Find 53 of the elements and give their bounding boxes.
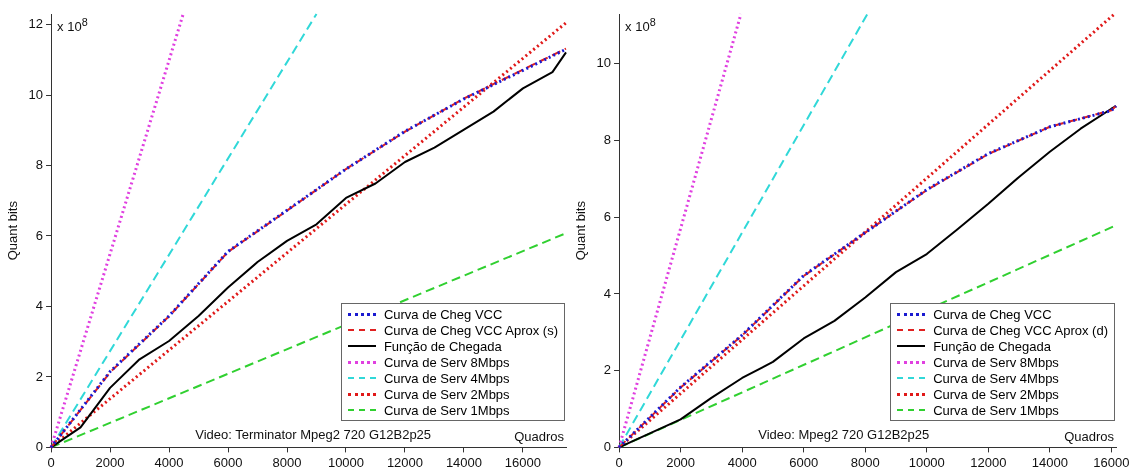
x-axis-title: Quadros [1064,429,1115,445]
annotation: x 10$^{8}$ [625,16,656,35]
y-tick-label: 2 [603,362,612,378]
x-tick-label: 16000 [1093,454,1130,470]
y-tick-label: 10 [28,86,44,102]
annotation: x 10$^{8}$ [57,16,88,35]
y-tick-label: 4 [603,285,612,301]
y-tick-label: 8 [35,157,44,173]
x-tick-label: 4000 [727,454,757,470]
x-tick-label: 8000 [272,454,302,470]
y-tick-label: 8 [603,132,612,148]
x-tick-label: 10000 [327,454,365,470]
annotation: Video: Terminator Mpeg2 720 G12B2p25 [195,427,432,443]
x-tick-label: 10000 [908,454,945,470]
x-tick-label: 12000 [970,454,1007,470]
x-tick-label: 14000 [445,454,483,470]
annotation: Video: Mpeg2 720 G12B2p25 [758,427,930,443]
legend-label: Função de Chegada [383,338,502,354]
y-tick-label: 10 [596,55,612,71]
legend-label: Curva de Serv 1Mbps [383,402,510,418]
legend-label: Curva de Serv 1Mbps [933,402,1059,418]
legend-label: Curva de Serv 2Mbps [933,386,1059,402]
y-tick-label: 0 [603,438,612,454]
x-tick-label: 16000 [504,454,542,470]
x-tick-label: 6000 [789,454,819,470]
legend-label: Curva de Cheg VCC [933,306,1052,322]
y-tick-label: 4 [35,298,44,314]
x-tick-label: 6000 [213,454,243,470]
legend-label: Curva de Serv 8Mbps [383,354,510,370]
x-tick-label: 14000 [1031,454,1068,470]
y-axis-title: Quant bits [5,200,21,261]
x-tick-label: 2000 [95,454,125,470]
y-tick-label: 6 [35,227,44,243]
x-tick-label: 2000 [666,454,696,470]
legend-label: Curva de Cheg VCC Aprox (d) [933,322,1108,338]
x-axis-title: Quadros [514,429,565,445]
x-tick-label: 0 [47,454,55,470]
y-axis-title: Quant bits [573,200,589,261]
legend-label: Curva de Serv 4Mbps [383,370,510,386]
legend-label: Função de Chegada [933,338,1051,354]
x-tick-label: 8000 [850,454,880,470]
legend-label: Curva de Cheg VCC [383,306,503,322]
legend-label: Curva de Serv 8Mbps [933,354,1059,370]
legend-label: Curva de Serv 2Mbps [383,386,510,402]
x-tick-label: 0 [615,454,623,470]
y-tick-label: 0 [35,438,44,454]
y-tick-label: 12 [28,16,44,32]
x-tick-label: 12000 [386,454,424,470]
y-tick-label: 6 [603,208,612,224]
legend-label: Curva de Serv 4Mbps [933,370,1059,386]
legend-label: Curva de Cheg VCC Aprox (s) [383,322,558,338]
y-tick-label: 2 [35,368,44,384]
x-tick-label: 4000 [154,454,184,470]
